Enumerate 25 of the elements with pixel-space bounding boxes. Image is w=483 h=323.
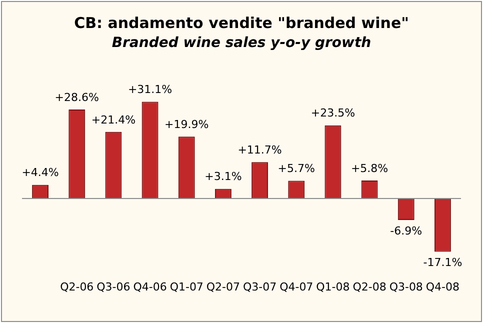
x-tick-label: Q2-06: [60, 280, 94, 294]
x-tick-label: Q4-07: [280, 280, 314, 294]
data-label: +11.7%: [238, 143, 282, 156]
x-tick-label: Q2-07: [206, 280, 240, 294]
x-tick-label: Q2-08: [352, 280, 386, 294]
chart-subtitle: Branded wine sales y-o-y growth: [110, 35, 372, 51]
data-label: +31.1%: [128, 83, 172, 96]
x-tick-label: Q3-08: [389, 280, 423, 294]
chart-title: CB: andamento vendite "branded wine": [73, 14, 410, 32]
data-label: +3.1%: [204, 170, 242, 184]
x-tick-label: Q3-07: [242, 280, 277, 294]
data-label: -6.9%: [390, 224, 422, 238]
data-label: +23.5%: [310, 106, 356, 120]
x-tick-label: Q4-06: [133, 280, 167, 294]
x-tick-label: Q3-06: [96, 280, 130, 294]
data-label: +28.6%: [54, 90, 99, 104]
data-label: +4.4%: [22, 166, 59, 180]
x-tick-label: Q1-07: [170, 280, 204, 294]
x-tick-label: Q4-08: [426, 280, 460, 294]
data-label: +19.9%: [164, 118, 209, 131]
x-tick-label: Q1-08: [316, 280, 350, 294]
data-label: +5.8%: [350, 162, 388, 175]
data-label: +5.7%: [278, 162, 315, 176]
data-label: -17.1%: [423, 256, 462, 270]
data-label: +21.4%: [91, 113, 136, 126]
